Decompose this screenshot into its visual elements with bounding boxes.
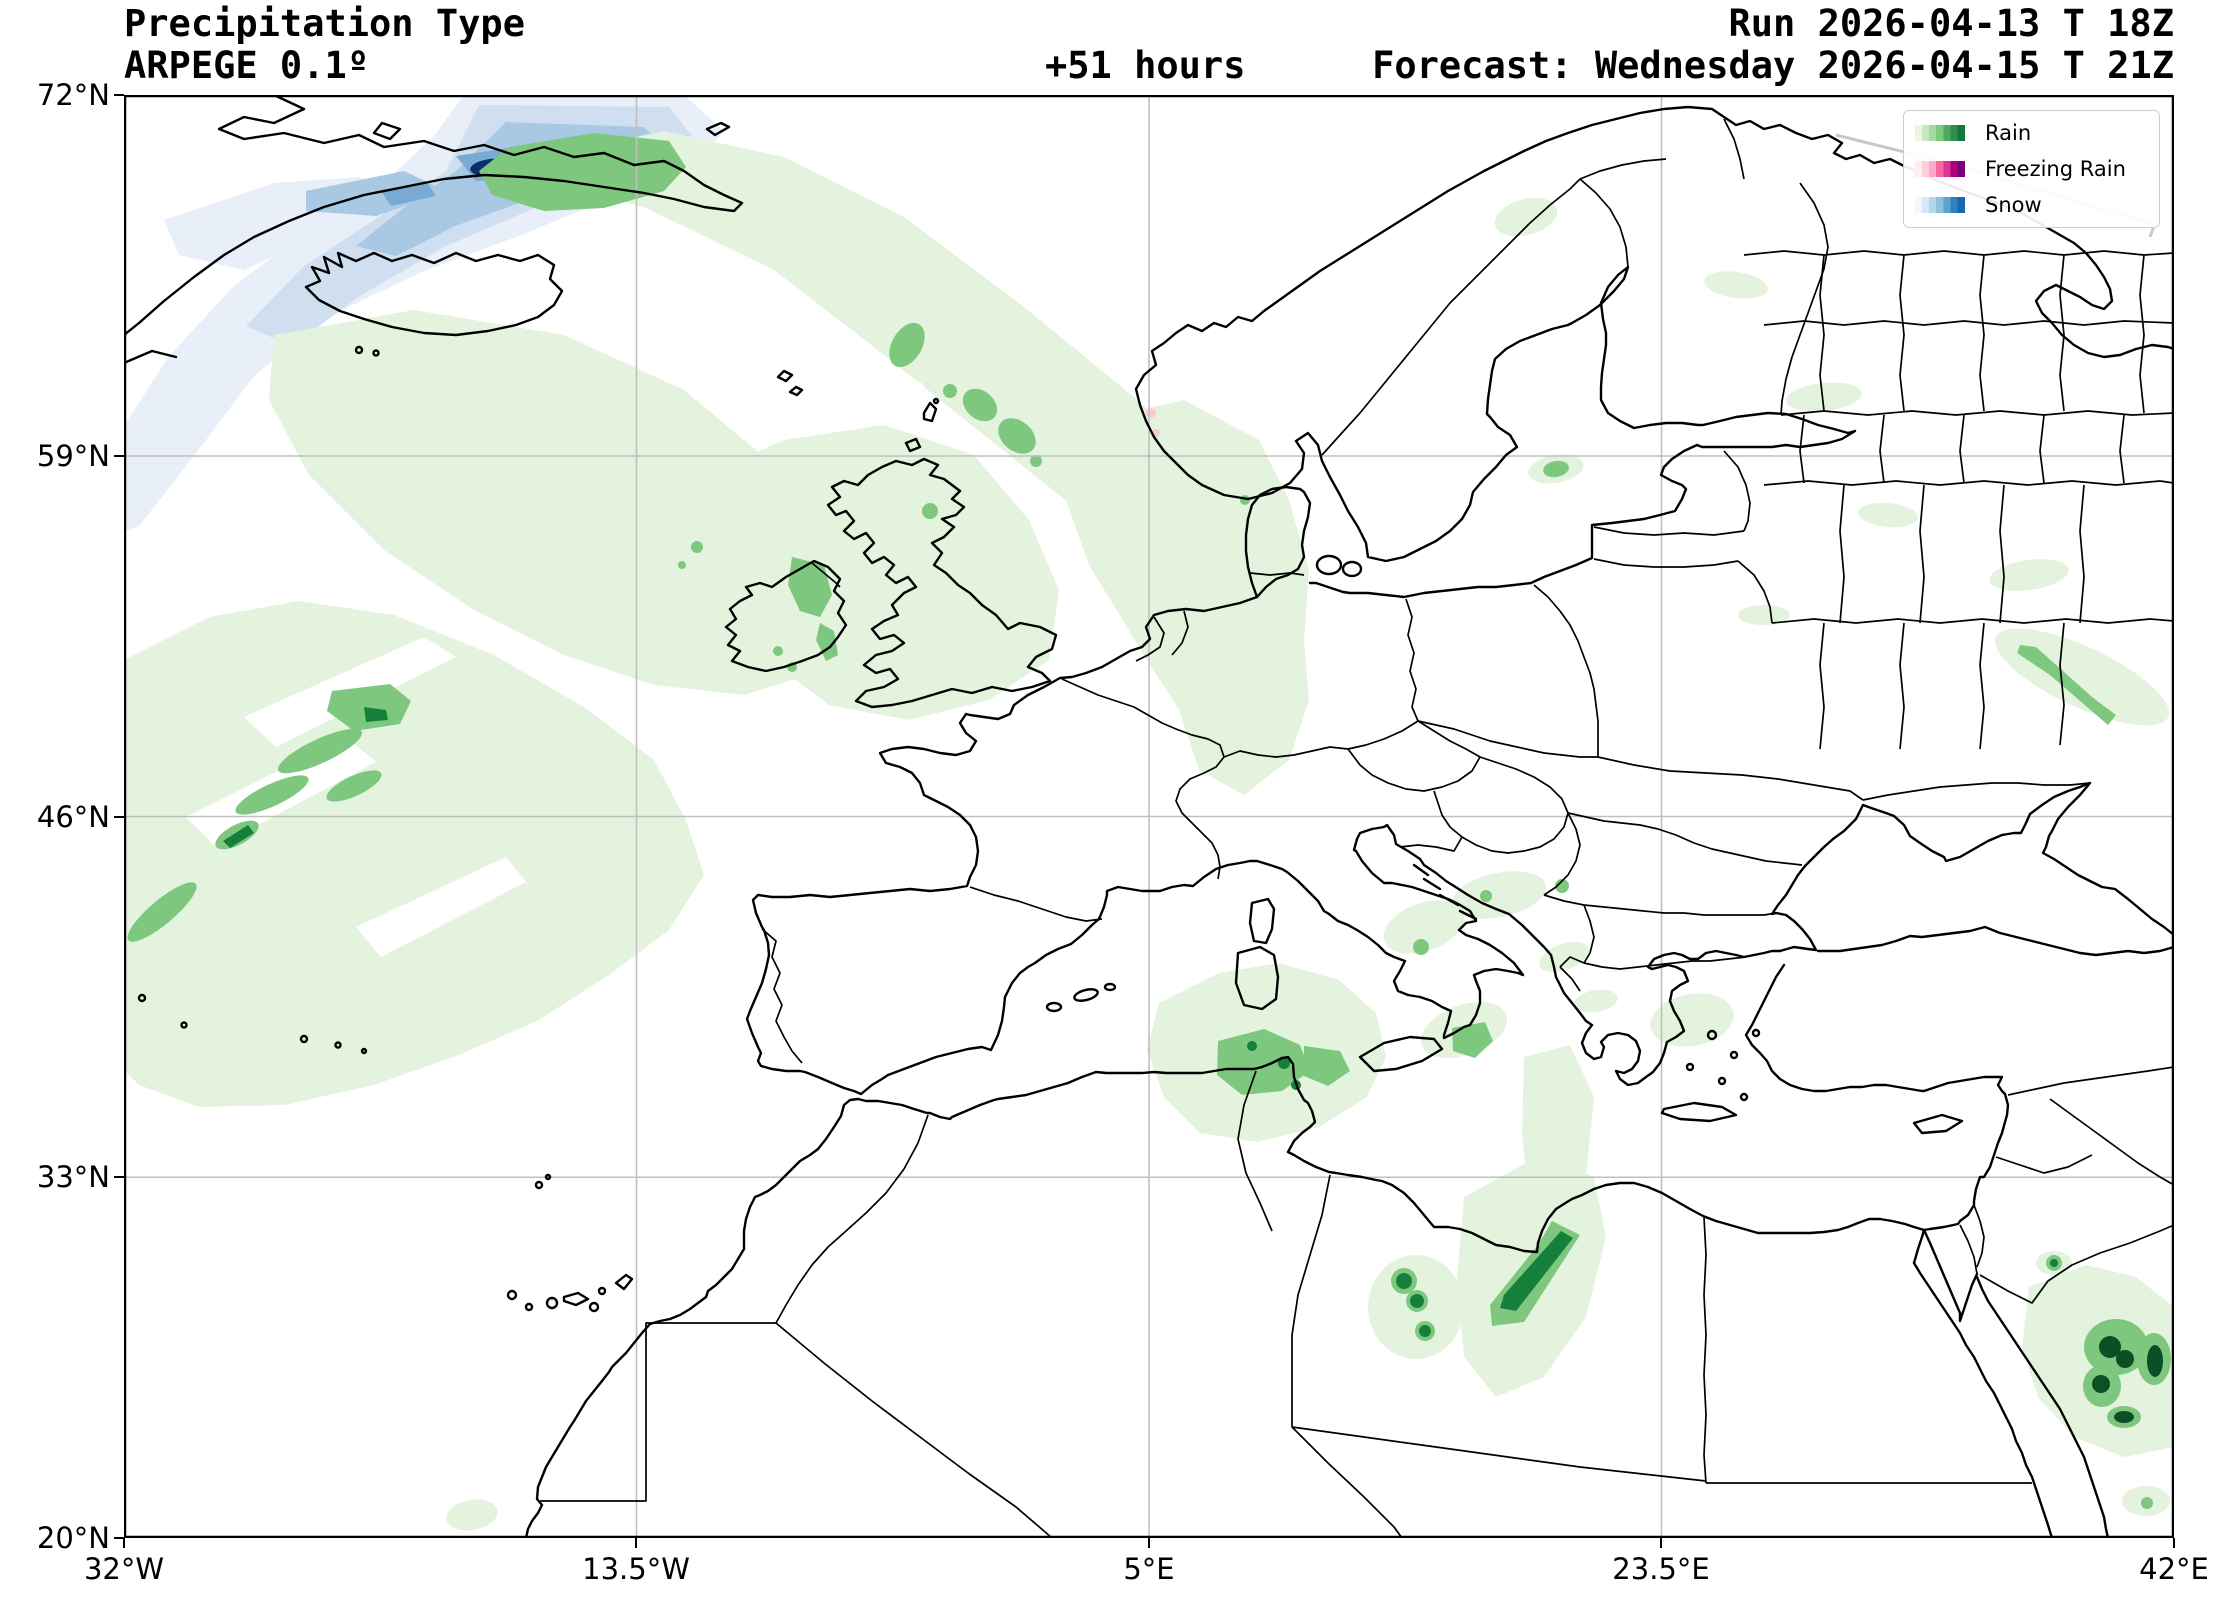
y-tick-label: 72°N	[36, 78, 110, 112]
y-tick-mark	[114, 1537, 124, 1539]
y-tick-label: 46°N	[36, 800, 110, 834]
rain-gradient-swatch	[1915, 125, 1965, 141]
coastlines	[124, 95, 2174, 1538]
lead-time-label: +51 hours	[1045, 44, 1246, 87]
x-tick-mark	[2173, 1538, 2175, 1548]
y-tick-label: 20°N	[36, 1521, 110, 1555]
x-tick-label: 13.5°W	[582, 1552, 690, 1586]
x-tick-label: 5°E	[1123, 1552, 1175, 1586]
legend-item-freezing-rain: Freezing Rain	[1915, 157, 2159, 181]
forecast-timestamp: Forecast: Wednesday 2026-04-15 T 21Z	[1372, 44, 2174, 87]
graticule	[124, 95, 2174, 1538]
y-tick-mark	[114, 816, 124, 818]
page-title: Precipitation Type	[124, 2, 525, 45]
legend-label-rain: Rain	[1985, 121, 2032, 145]
y-tick-mark	[114, 1176, 124, 1178]
x-tick-label: 42°E	[2139, 1552, 2209, 1586]
x-tick-mark	[1148, 1538, 1150, 1548]
x-tick-mark	[635, 1538, 637, 1548]
x-tick-mark	[123, 1538, 125, 1548]
legend-item-rain: Rain	[1915, 121, 2159, 145]
country-borders	[540, 118, 2174, 1538]
y-tick-mark	[114, 94, 124, 96]
y-tick-mark	[114, 455, 124, 457]
x-tick-mark	[1660, 1538, 1662, 1548]
x-tick-label: 23.5°E	[1612, 1552, 1710, 1586]
y-tick-label: 59°N	[36, 439, 110, 473]
forecast-map	[124, 95, 2174, 1538]
map-frame	[124, 95, 2174, 1538]
legend: Rain Freezing Rain Snow	[1903, 110, 2160, 228]
snow-gradient-swatch	[1915, 197, 1965, 213]
model-subtitle: ARPEGE 0.1º	[124, 44, 370, 87]
y-tick-label: 33°N	[36, 1160, 110, 1194]
x-tick-label: 32°W	[83, 1552, 165, 1586]
legend-item-snow: Snow	[1915, 193, 2159, 217]
freezing-rain-gradient-swatch	[1915, 161, 1965, 177]
run-timestamp: Run 2026-04-13 T 18Z	[1728, 2, 2174, 45]
legend-label-snow: Snow	[1985, 193, 2042, 217]
legend-label-freezing-rain: Freezing Rain	[1985, 157, 2126, 181]
